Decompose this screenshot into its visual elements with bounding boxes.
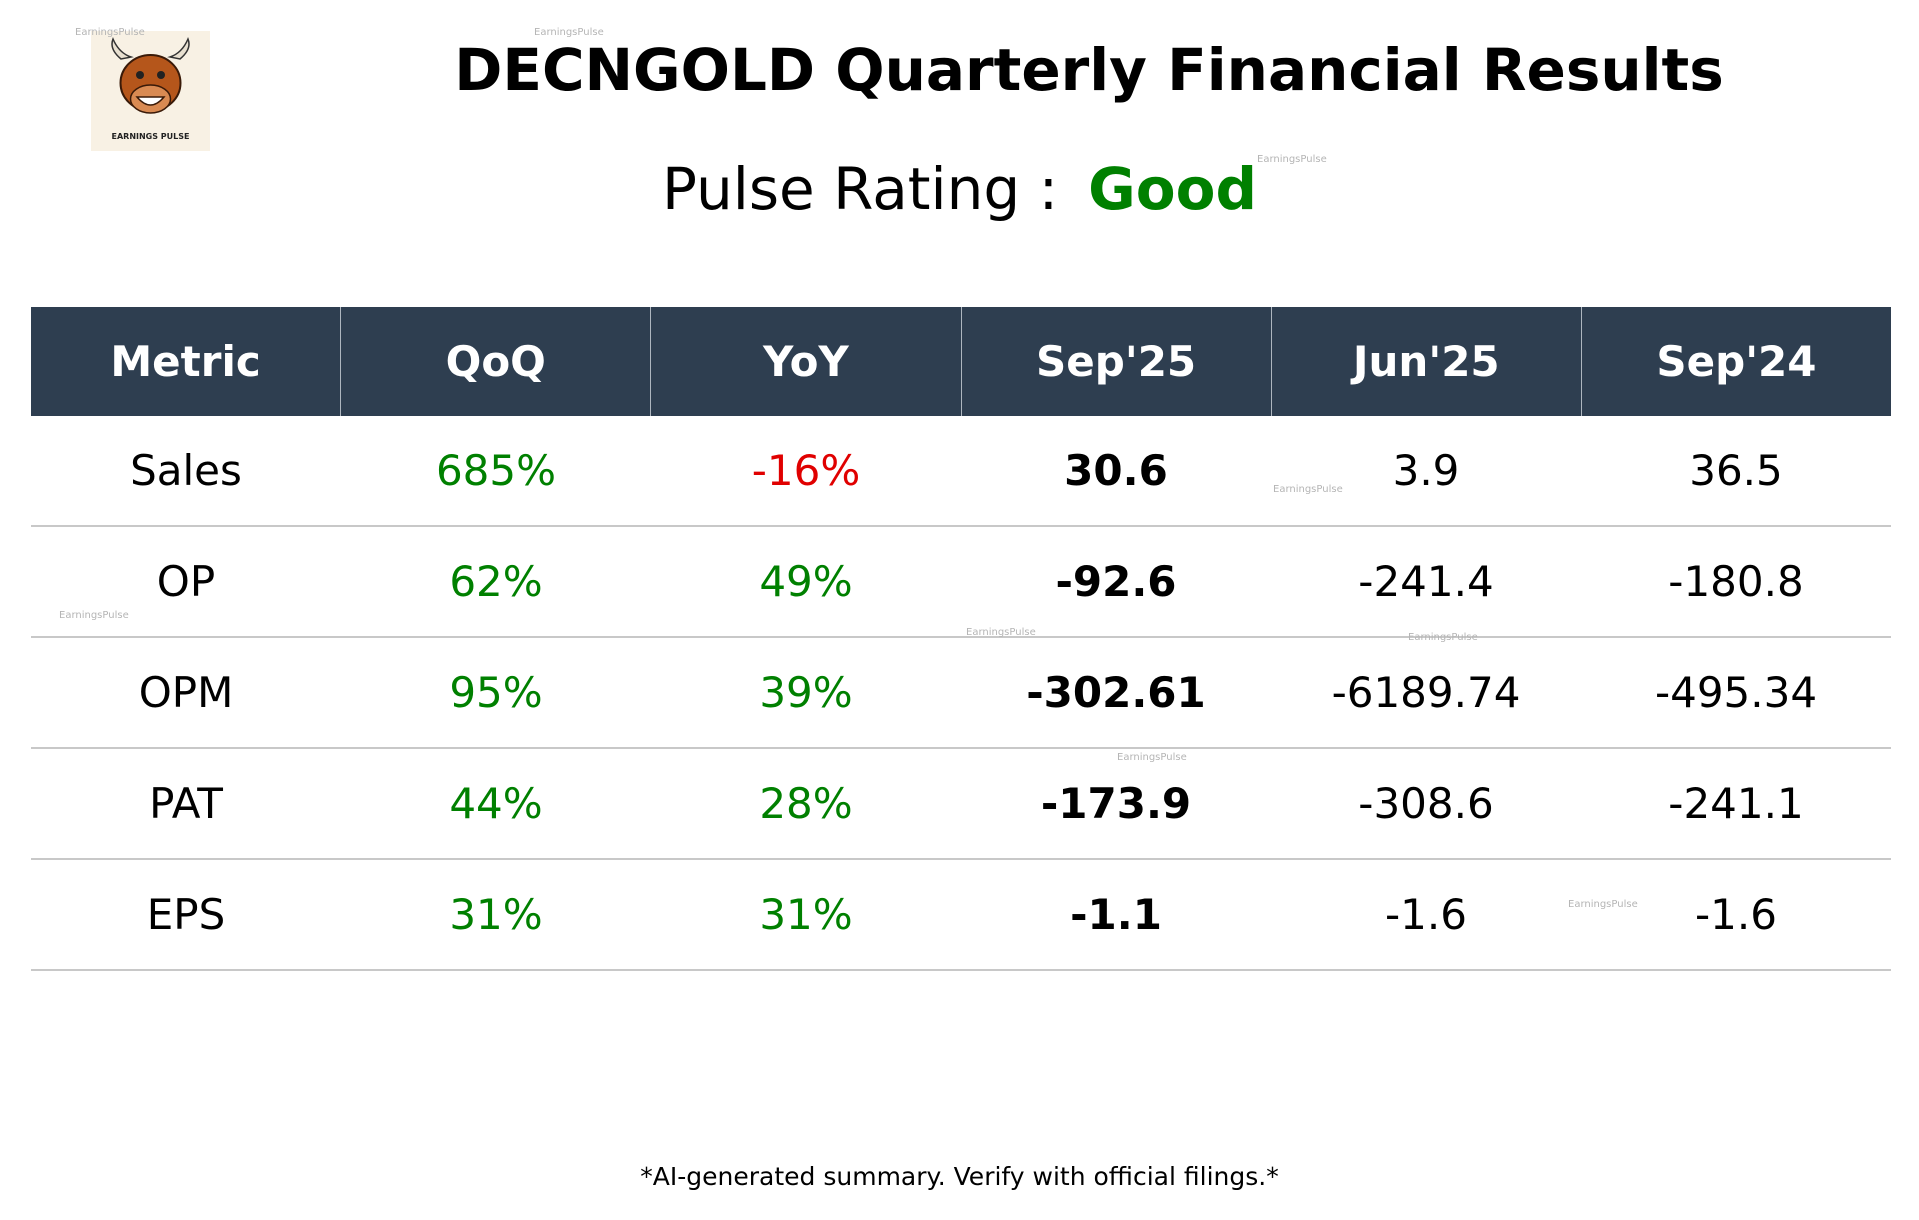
table-cell: OP [156, 557, 216, 606]
table-cell: -495.34 [1654, 668, 1818, 717]
table-row: OP 62% 49% -92.6 -241.4 -180.8 [31, 527, 1891, 638]
column-header: Sep'25 [960, 307, 1271, 416]
column-header: YoY [650, 307, 960, 416]
logo-text: EARNINGS PULSE [112, 132, 190, 141]
table-cell: 31% [449, 890, 543, 939]
rating-line: Pulse Rating : Good [0, 155, 1919, 223]
column-header: Metric [110, 337, 261, 386]
table-cell: 36.5 [1689, 446, 1783, 495]
table-cell: -1.6 [1695, 890, 1777, 939]
table-cell: -1.6 [1385, 890, 1467, 939]
table-cell: -1.1 [1070, 890, 1162, 939]
watermark: EarningsPulse [1408, 632, 1478, 643]
logo: EARNINGS PULSE [91, 31, 210, 151]
watermark: EarningsPulse [1273, 484, 1343, 495]
table-cell: EPS [146, 890, 226, 939]
table-row: EPS 31% 31% -1.1 -1.6 -1.6 [31, 860, 1891, 971]
table-cell: 95% [449, 668, 543, 717]
rating-value: Good [1088, 155, 1257, 223]
watermark: EarningsPulse [75, 27, 145, 38]
table-cell: -241.4 [1358, 557, 1494, 606]
watermark: EarningsPulse [1257, 154, 1327, 165]
watermark: EarningsPulse [534, 27, 604, 38]
column-header: Jun'25 [1270, 307, 1581, 416]
watermark: EarningsPulse [1568, 899, 1638, 910]
table-cell: 31% [759, 890, 853, 939]
table-cell: 62% [449, 557, 543, 606]
table-cell: -16% [751, 446, 861, 495]
watermark: EarningsPulse [59, 610, 129, 621]
table-cell: 685% [435, 446, 557, 495]
rating-label: Pulse Rating : [662, 155, 1059, 223]
table-cell: 44% [449, 779, 543, 828]
table-cell: 49% [759, 557, 853, 606]
column-header: Sep'24 [1580, 307, 1891, 416]
table-cell: -302.61 [1026, 668, 1206, 717]
table-cell: OPM [138, 668, 234, 717]
table-cell: -180.8 [1668, 557, 1804, 606]
footer-note: *AI-generated summary. Verify with offic… [640, 1162, 1279, 1191]
table-cell: -308.6 [1358, 779, 1494, 828]
table-cell: Sales [130, 446, 242, 495]
table-cell: -241.1 [1668, 779, 1804, 828]
table-cell: -173.9 [1040, 779, 1192, 828]
table-cell: PAT [149, 779, 223, 828]
header-row: Metric QoQ YoY Sep'25 Jun'25 Sep'24 [31, 307, 1891, 416]
table-cell: 28% [759, 779, 853, 828]
watermark: EarningsPulse [1117, 752, 1187, 763]
results-table: Metric QoQ YoY Sep'25 Jun'25 Sep'24 Sales 685% -… [31, 307, 1891, 971]
table-row: OPM 95% 39% -302.61 -6189.74 -495.34 [31, 638, 1891, 749]
column-header: QoQ [340, 307, 650, 416]
table-cell: -6189.74 [1331, 668, 1521, 717]
table-cell: -92.6 [1055, 557, 1177, 606]
table-cell: 39% [759, 668, 853, 717]
table-row: Sales 685% -16% 30.6 3.9 36.5 [31, 416, 1891, 527]
table-cell: 30.6 [1064, 446, 1168, 495]
table-cell: 3.9 [1392, 446, 1460, 495]
title: DECNGOLD Quarterly Financial Results [454, 36, 1724, 104]
watermark: EarningsPulse [966, 627, 1036, 638]
table-row: PAT 44% 28% -173.9 -308.6 -241.1 [31, 749, 1891, 860]
